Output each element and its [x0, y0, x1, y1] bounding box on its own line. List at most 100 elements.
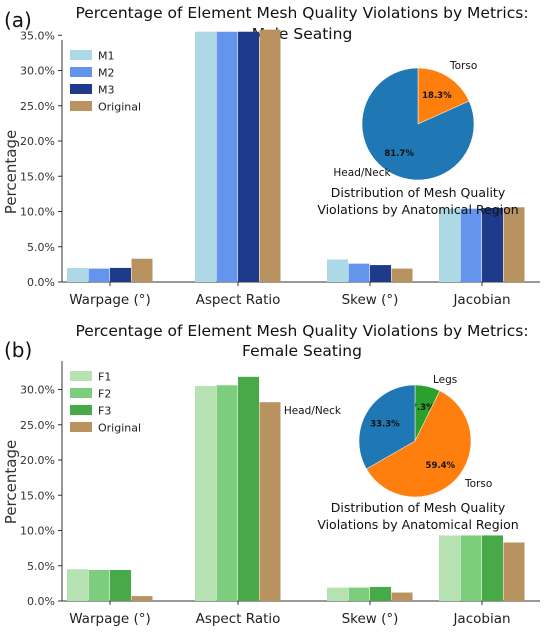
y-tick-label: 5.0% [27, 560, 55, 573]
bar-original-1 [259, 402, 281, 601]
legend-swatch-original [70, 101, 92, 111]
bar-f1-3 [439, 535, 460, 601]
y-tick-label: 35.0% [20, 29, 55, 42]
bar-m1-1 [195, 31, 216, 282]
pie-slice-label: Head/Neck [284, 405, 342, 417]
bar-f3-3 [482, 535, 503, 601]
y-tick-label: 30.0% [20, 384, 55, 397]
panel-b-legend: F1 F2 F3 Original [70, 371, 141, 435]
legend-swatch-original [70, 422, 92, 432]
bar-f1-2 [327, 587, 348, 601]
panel-a-letter: (a) [4, 8, 32, 32]
y-tick-label: 0.0% [27, 595, 55, 608]
pie-slice-head-neck [358, 384, 416, 470]
y-tick-label: 5.0% [27, 241, 55, 254]
y-tick-label: 0.0% [27, 276, 55, 289]
pie-pct-label: 18.3% [422, 91, 452, 101]
panel-a-legend: M1 M2 M3 Original [70, 50, 141, 114]
pie-slice-label: Head/Neck [333, 167, 391, 179]
bar-m2-2 [348, 263, 370, 282]
legend-label-f1: F1 [98, 371, 111, 384]
bar-original-0 [131, 596, 153, 601]
x-tick-label: Aspect Ratio [196, 611, 281, 627]
legend-swatch-m3 [70, 84, 92, 94]
bar-original-2 [391, 592, 413, 601]
y-tick-label: 25.0% [20, 419, 55, 432]
panel-a-title-line1: Percentage of Element Mesh Quality Viola… [75, 4, 528, 22]
panel-a-pie-caption-line1: Distribution of Mesh Quality [331, 185, 506, 200]
bar-original-2 [391, 268, 413, 282]
bar-m1-0 [67, 267, 88, 282]
y-tick-label: 20.0% [20, 135, 55, 148]
legend-label-original: Original [98, 422, 141, 435]
legend-swatch-m1 [70, 50, 92, 60]
pie-pct-label: 33.3% [370, 420, 400, 430]
panel-b-ylabel: Percentage [2, 440, 20, 524]
legend-label-f2: F2 [98, 388, 111, 401]
pie-pct-label: 59.4% [426, 461, 456, 471]
bar-f2-1 [216, 385, 238, 601]
bar-m1-3 [439, 208, 460, 282]
y-tick-label: 15.0% [20, 489, 55, 502]
bar-f3-0 [110, 569, 131, 601]
pie-slice-label: Torso [464, 478, 492, 490]
bar-m1-2 [327, 259, 348, 282]
pie-slice-label: Torso [449, 60, 477, 72]
pie-slice-head-neck [361, 67, 475, 181]
x-tick-label: Jacobian [452, 292, 510, 308]
bar-original-3 [503, 207, 525, 282]
bar-m2-1 [216, 31, 238, 282]
panel-b-pie-caption-line1: Distribution of Mesh Quality [331, 500, 506, 515]
panel-b-title-line1: Percentage of Element Mesh Quality Viola… [75, 322, 528, 340]
x-tick-label: Warpage (°) [69, 611, 151, 627]
x-tick-label: Aspect Ratio [196, 292, 281, 308]
bar-m3-0 [110, 267, 131, 282]
bar-m3-1 [238, 31, 259, 282]
y-tick-label: 30.0% [20, 65, 55, 78]
bar-f2-3 [460, 535, 482, 601]
y-tick-label: 10.0% [20, 206, 55, 219]
bar-f2-0 [88, 569, 110, 601]
panel-a-y-ticks: 0.0% 5.0% 10.0% 15.0% 20.0% 25.0% 30.0% 35.0% [20, 29, 62, 289]
y-tick-label: 20.0% [20, 454, 55, 467]
panel-a-bars [67, 29, 525, 282]
x-tick-label: Jacobian [452, 611, 510, 627]
y-tick-label: 10.0% [20, 525, 55, 538]
panel-b-pie: 7.3% Legs 59.4% Torso 33.3% Head/Neck [284, 374, 492, 498]
bar-m2-0 [88, 268, 110, 282]
legend-label-m3: M3 [98, 84, 115, 97]
pie-slice-torso [417, 67, 470, 125]
panel-b-title-line2: Female Seating [242, 342, 362, 360]
legend-label-m2: M2 [98, 67, 115, 80]
bar-m2-3 [460, 208, 482, 282]
legend-label-f3: F3 [98, 405, 111, 418]
pie-pct-label: 81.7% [384, 149, 414, 159]
bar-f2-2 [348, 587, 370, 601]
bar-original-3 [503, 542, 525, 601]
pie-slice-torso [366, 390, 472, 498]
panel-b-x-labels: Warpage (°) Aspect Ratio Skew (°) Jacobian [69, 601, 511, 627]
legend-label-m1: M1 [98, 50, 115, 63]
y-tick-label: 25.0% [20, 100, 55, 113]
legend-label-original: Original [98, 101, 141, 114]
bar-m3-2 [370, 265, 391, 282]
panel-a-pie: 18.3% Torso 81.7% Head/Neck [333, 60, 477, 181]
x-tick-label: Skew (°) [342, 611, 399, 627]
pie-slice-label: Legs [433, 374, 457, 386]
bar-f1-0 [67, 569, 88, 601]
bar-f3-1 [238, 376, 259, 601]
panel-b-pie-caption-line2: Violations by Anatomical Region [317, 517, 518, 532]
bar-original-0 [131, 258, 153, 282]
panel-a-pie-caption-line2: Violations by Anatomical Region [317, 202, 518, 217]
bar-f1-1 [195, 385, 216, 601]
pie-pct-label: 7.3% [411, 403, 435, 413]
panel-a-x-labels: Warpage (°) Aspect Ratio Skew (°) Jacobian [69, 282, 511, 308]
bar-m3-3 [482, 207, 503, 282]
legend-swatch-f3 [70, 405, 92, 415]
panel-a-ylabel: Percentage [2, 130, 20, 214]
legend-swatch-m2 [70, 67, 92, 77]
y-tick-label: 15.0% [20, 170, 55, 183]
legend-swatch-f2 [70, 388, 92, 398]
panel-b-letter: (b) [4, 338, 32, 362]
